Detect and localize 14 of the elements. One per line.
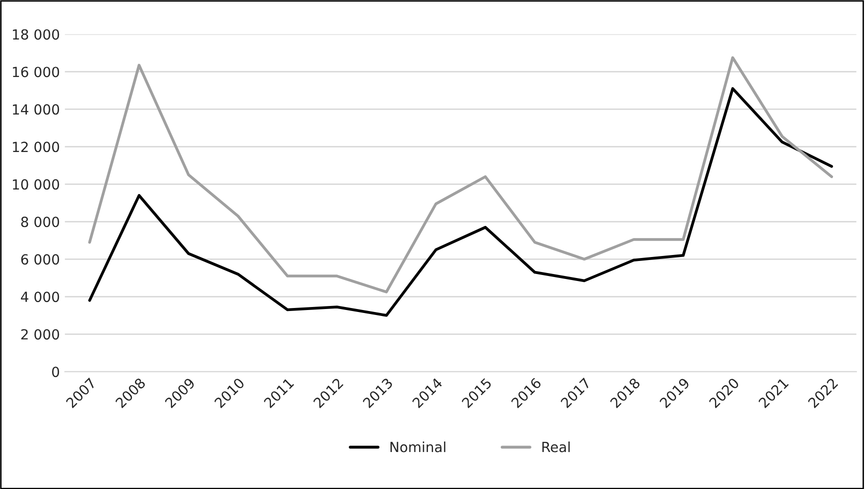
y-tick-label: 8 000 bbox=[21, 216, 60, 228]
y-tick-label: 12 000 bbox=[12, 142, 60, 152]
y-tick-label: 4 000 bbox=[20, 292, 60, 302]
line-series bbox=[88, 87, 834, 317]
y-tick-label: 0 bbox=[52, 366, 60, 378]
legend-label: Nominal bbox=[390, 442, 446, 452]
y-tick-label: 6 000 bbox=[21, 254, 60, 265]
y-tick-label: 16 000 bbox=[12, 66, 60, 78]
y-tick-label: 18 000 bbox=[12, 29, 60, 40]
legend-label: Real bbox=[542, 442, 570, 452]
y-tick-label: 10 000 bbox=[12, 179, 60, 190]
y-tick-label: 14 000 bbox=[12, 104, 60, 115]
line-series bbox=[88, 56, 834, 294]
y-tick-label: 2 000 bbox=[21, 329, 60, 340]
